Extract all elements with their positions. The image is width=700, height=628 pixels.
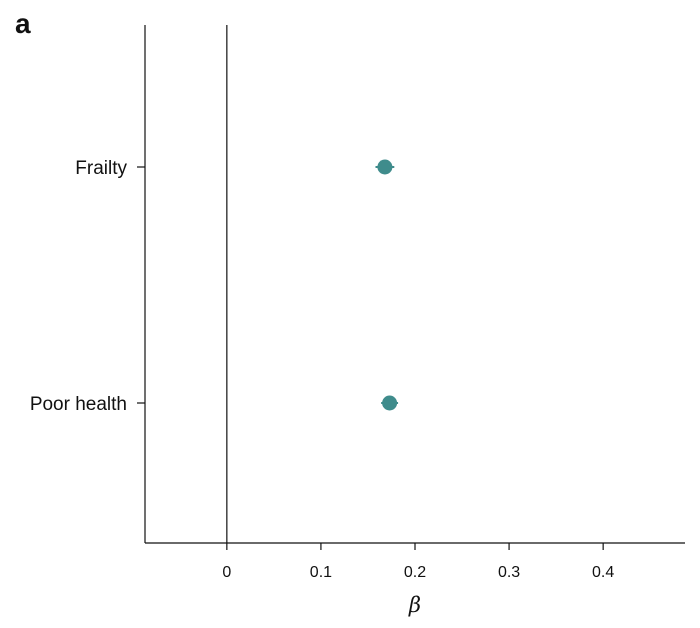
- estimate-point: [382, 395, 398, 411]
- category-label: Frailty: [75, 158, 127, 179]
- category-label: Poor health: [30, 394, 127, 415]
- x-tick-label: 0.2: [404, 564, 426, 581]
- x-tick-label: 0.1: [310, 564, 332, 581]
- x-axis-title: β: [408, 593, 421, 617]
- panel-label: a: [15, 8, 31, 39]
- x-tick-label: 0.3: [498, 564, 520, 581]
- x-tick-label: 0: [222, 564, 231, 581]
- plot-area: 0 0.1 0.2 0.3 0.4 Frailty Poor health: [30, 25, 685, 581]
- estimate-point: [377, 159, 393, 175]
- x-tick-label: 0.4: [592, 564, 614, 581]
